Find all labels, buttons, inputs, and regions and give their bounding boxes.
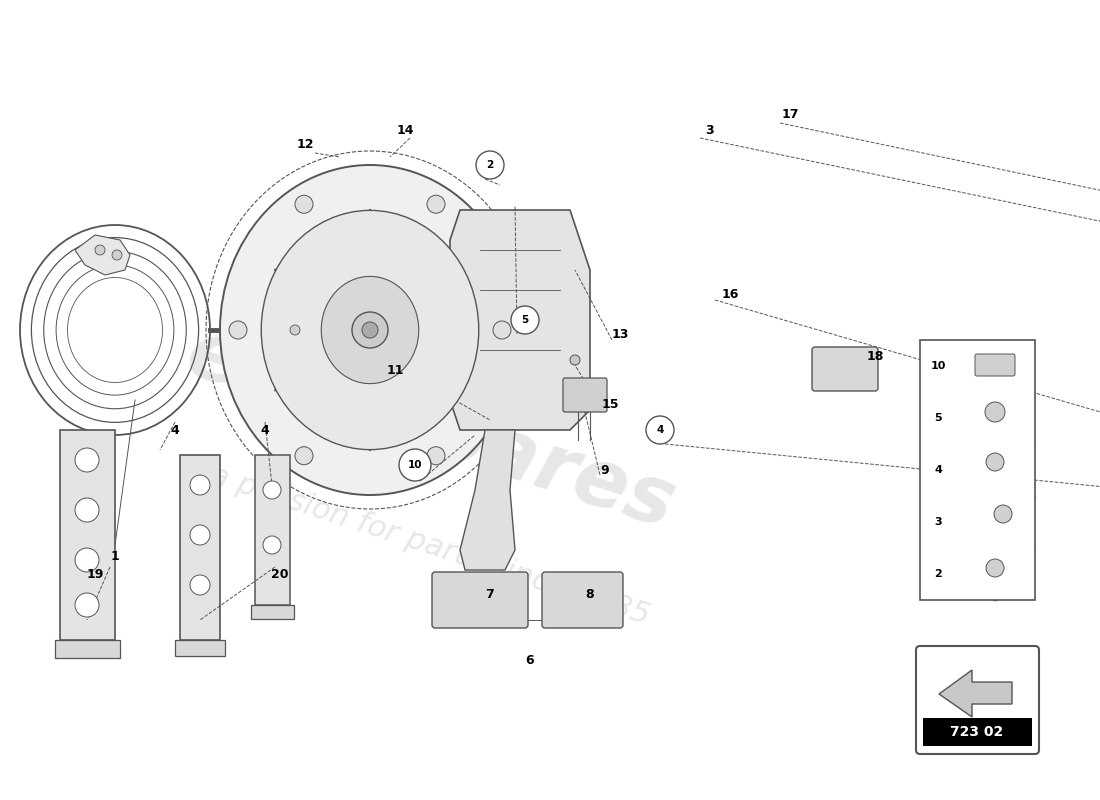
Circle shape	[512, 306, 539, 334]
Circle shape	[290, 325, 300, 335]
Text: 2: 2	[486, 160, 494, 170]
Text: 2: 2	[934, 569, 942, 579]
Text: 12: 12	[296, 138, 314, 151]
Text: 1: 1	[111, 550, 120, 563]
FancyBboxPatch shape	[916, 646, 1040, 754]
Bar	[175, 640, 226, 656]
Circle shape	[362, 322, 378, 338]
Circle shape	[112, 250, 122, 260]
Circle shape	[75, 498, 99, 522]
Circle shape	[75, 593, 99, 617]
Ellipse shape	[220, 165, 520, 495]
Bar	[60, 430, 116, 640]
Bar	[180, 455, 220, 640]
Text: 17: 17	[781, 109, 799, 122]
FancyBboxPatch shape	[432, 572, 528, 628]
FancyBboxPatch shape	[563, 378, 607, 412]
Circle shape	[352, 312, 388, 348]
Polygon shape	[75, 235, 130, 275]
Text: 6: 6	[526, 654, 535, 666]
Bar	[55, 640, 120, 658]
Circle shape	[190, 525, 210, 545]
Circle shape	[399, 449, 431, 481]
Text: 9: 9	[601, 463, 609, 477]
Circle shape	[984, 402, 1005, 422]
Circle shape	[646, 416, 674, 444]
Circle shape	[476, 151, 504, 179]
Text: 4: 4	[657, 425, 663, 435]
Text: 4: 4	[261, 423, 270, 437]
Text: 7: 7	[485, 589, 494, 602]
Text: 16: 16	[722, 289, 739, 302]
Polygon shape	[450, 210, 590, 430]
Circle shape	[986, 453, 1004, 471]
Ellipse shape	[321, 276, 419, 384]
Circle shape	[95, 245, 104, 255]
Circle shape	[570, 355, 580, 365]
Circle shape	[75, 448, 99, 472]
Polygon shape	[939, 670, 1012, 717]
Circle shape	[75, 548, 99, 572]
Circle shape	[427, 195, 446, 214]
Circle shape	[493, 321, 512, 339]
Circle shape	[263, 536, 280, 554]
Text: 5: 5	[521, 315, 529, 325]
Circle shape	[986, 559, 1004, 577]
Text: 10: 10	[931, 361, 946, 371]
Circle shape	[190, 475, 210, 495]
Text: eurospares: eurospares	[176, 314, 684, 546]
Text: 13: 13	[612, 329, 629, 342]
Circle shape	[295, 195, 313, 214]
Text: 18: 18	[867, 350, 883, 363]
Text: 14: 14	[396, 123, 414, 137]
Circle shape	[427, 446, 446, 465]
Text: 4: 4	[934, 465, 942, 475]
Text: 3: 3	[706, 123, 714, 137]
Text: 11: 11	[386, 363, 404, 377]
Text: 19: 19	[86, 569, 103, 582]
Circle shape	[229, 321, 248, 339]
Bar	[255, 455, 290, 605]
Bar	[251, 605, 294, 619]
Text: 723 02: 723 02	[950, 725, 1003, 739]
Text: 5: 5	[934, 413, 942, 423]
Text: 3: 3	[934, 517, 942, 527]
Circle shape	[190, 575, 210, 595]
Ellipse shape	[262, 210, 478, 450]
Polygon shape	[460, 430, 515, 570]
Bar	[923, 718, 1032, 746]
FancyBboxPatch shape	[542, 572, 623, 628]
Text: 20: 20	[272, 569, 288, 582]
FancyBboxPatch shape	[812, 347, 878, 391]
Circle shape	[994, 505, 1012, 523]
Text: 4: 4	[170, 423, 179, 437]
Text: 15: 15	[602, 398, 618, 411]
Circle shape	[263, 481, 280, 499]
Circle shape	[295, 446, 313, 465]
FancyBboxPatch shape	[975, 354, 1015, 376]
Text: 10: 10	[408, 460, 422, 470]
Text: 8: 8	[585, 589, 594, 602]
Bar	[920, 340, 1035, 600]
Text: a passion for parts since 1985: a passion for parts since 1985	[207, 460, 653, 630]
